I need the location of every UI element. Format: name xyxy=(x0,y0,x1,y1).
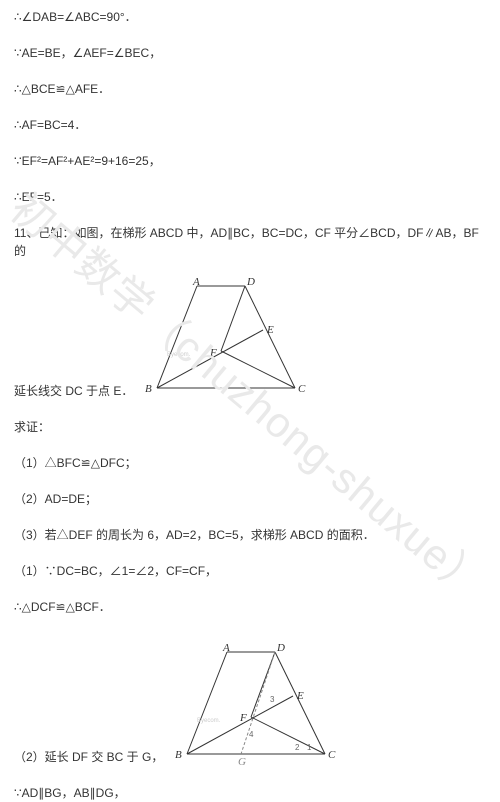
solution-2b: ∵AD∥BG，AB∥DG， xyxy=(14,784,486,802)
svg-text:A: A xyxy=(192,278,200,288)
svg-text:C: C xyxy=(298,383,306,395)
svg-text:Byecom.: Byecom. xyxy=(197,718,221,724)
proof-line: ∴△BCE≌△AFE． xyxy=(14,80,486,98)
proof-line: ∵AE=BE，∠AEF=∠BEC， xyxy=(14,44,486,62)
svg-text:E: E xyxy=(266,324,274,336)
svg-text:D: D xyxy=(246,278,255,288)
prove-label: 求证： xyxy=(14,418,486,436)
solution-2-figure-line: （2）延长 DF 交 BC 于 G， A D B C E F G 12 3 4 Byecom. xyxy=(14,644,486,766)
svg-text:B: B xyxy=(145,383,152,395)
figure-2-wrap: A D B C E F G 12 3 4 Byecom. xyxy=(167,644,342,766)
svg-text:F: F xyxy=(239,712,247,724)
figure-1-wrap: A D B C E F Byecom. xyxy=(137,278,312,400)
svg-text:4: 4 xyxy=(249,730,254,739)
trapezoid-figure-2: A D B C E F G 12 3 4 Byecom. xyxy=(167,644,342,766)
svg-text:F: F xyxy=(209,347,217,359)
part-3: （3）若△DEF 的周长为 6，AD=2，BC=5，求梯形 ABCD 的面积． xyxy=(14,526,486,544)
proof-line: ∵EF²=AF²+AE²=9+16=25， xyxy=(14,152,486,170)
svg-text:E: E xyxy=(296,690,304,702)
svg-text:C: C xyxy=(328,749,336,761)
trapezoid-figure-1: A D B C E F Byecom. xyxy=(137,278,312,400)
svg-text:D: D xyxy=(276,644,285,654)
part-2: （2）AD=DE； xyxy=(14,490,486,508)
svg-text:1: 1 xyxy=(307,743,312,752)
solution-2a: （2）延长 DF 交 BC 于 G， xyxy=(14,748,163,766)
proof-line: ∴AF=BC=4． xyxy=(14,116,486,134)
question-11-stem: 11、已知：如图，在梯形 ABCD 中，AD∥BC，BC=DC，CF 平分∠BC… xyxy=(14,224,486,260)
svg-text:G: G xyxy=(238,756,246,766)
svg-text:Byecom.: Byecom. xyxy=(167,352,191,358)
svg-text:B: B xyxy=(175,749,182,761)
svg-text:2: 2 xyxy=(295,743,300,752)
svg-text:A: A xyxy=(222,644,230,654)
question-11-stem-cont: 延长线交 DC 于点 E． xyxy=(14,382,133,400)
svg-text:3: 3 xyxy=(270,695,275,704)
part-1: （1）△BFC≌△DFC； xyxy=(14,454,486,472)
question-11-figure-line: 延长线交 DC 于点 E． A D B C E F Byecom. xyxy=(14,278,486,400)
solution-1b: ∴△DCF≌△BCF． xyxy=(14,598,486,616)
proof-line: ∴EF=5． xyxy=(14,188,486,206)
solution-1a: （1）∵DC=BC，∠1=∠2，CF=CF， xyxy=(14,562,486,580)
proof-line: ∴∠DAB=∠ABC=90°． xyxy=(14,8,486,26)
